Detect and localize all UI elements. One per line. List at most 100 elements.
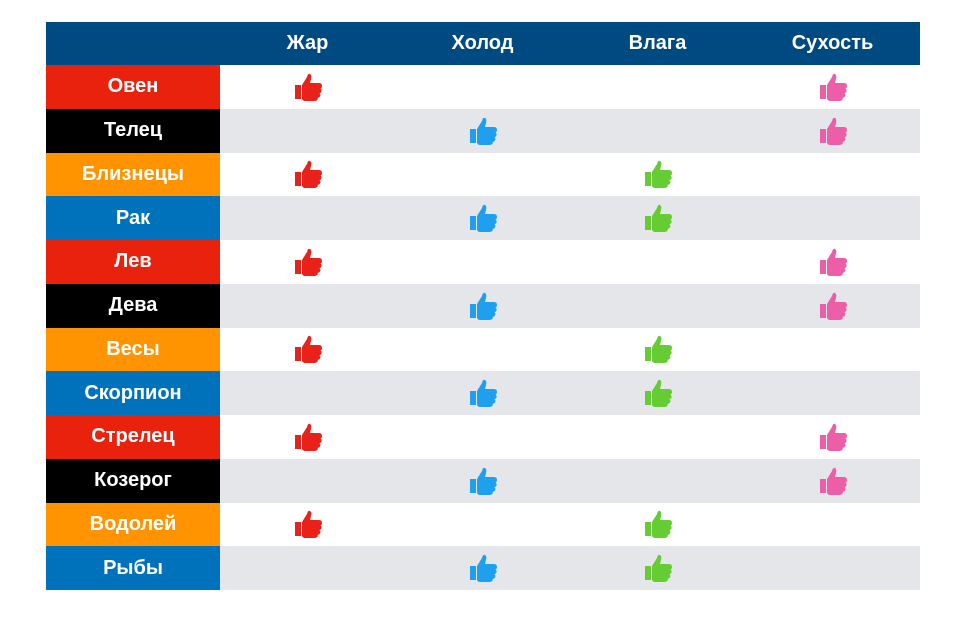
zodiac-sign-label: Близнецы: [46, 152, 220, 197]
cell-heat: [220, 65, 395, 109]
zodiac-sign-label: Овен: [46, 65, 220, 109]
cell-moisture: [570, 109, 745, 153]
thumbs-up-icon: [467, 377, 499, 409]
cell-dryness: [745, 240, 920, 284]
cell-cold: [395, 415, 570, 459]
cell-cold: [395, 328, 570, 372]
cell-dryness: [745, 109, 920, 153]
cell-dryness: [745, 153, 920, 197]
thumbs-up-icon: [292, 71, 324, 103]
cell-heat: [220, 459, 395, 503]
thumbs-up-icon: [292, 421, 324, 453]
thumbs-up-icon: [642, 508, 674, 540]
cell-dryness: [745, 503, 920, 547]
zodiac-sign-label: Дева: [46, 283, 220, 328]
cell-heat: [220, 503, 395, 547]
thumbs-up-icon: [642, 333, 674, 365]
thumbs-up-icon: [817, 246, 849, 278]
cell-dryness: [745, 459, 920, 503]
thumbs-up-icon: [642, 202, 674, 234]
table-row: Козерог: [46, 458, 920, 503]
table-header: Жар Холод Влага Сухость: [46, 22, 920, 65]
cell-moisture: [570, 240, 745, 284]
thumbs-up-icon: [817, 115, 849, 147]
cell-cold: [395, 196, 570, 240]
table-row: Овен: [46, 65, 920, 109]
thumbs-up-icon: [817, 290, 849, 322]
zodiac-sign-label: Рак: [46, 196, 220, 240]
cell-moisture: [570, 196, 745, 240]
table-row: Стрелец: [46, 415, 920, 459]
thumbs-up-icon: [817, 421, 849, 453]
cell-cold: [395, 284, 570, 328]
cell-dryness: [745, 65, 920, 109]
cell-cold: [395, 109, 570, 153]
cell-cold: [395, 65, 570, 109]
thumbs-up-icon: [292, 333, 324, 365]
thumbs-up-icon: [292, 508, 324, 540]
thumbs-up-icon: [292, 158, 324, 190]
zodiac-sign-label: Стрелец: [46, 415, 220, 459]
zodiac-elements-table: Жар Холод Влага Сухость Овен Телец Близнец…: [46, 22, 920, 590]
cell-heat: [220, 371, 395, 415]
zodiac-sign-label: Лев: [46, 240, 220, 284]
cell-heat: [220, 109, 395, 153]
table-row: Лев: [46, 240, 920, 284]
cell-dryness: [745, 371, 920, 415]
cell-heat: [220, 196, 395, 240]
cell-moisture: [570, 284, 745, 328]
column-header-cold: Холод: [451, 32, 514, 54]
header-corner: [46, 22, 220, 65]
thumbs-up-icon: [467, 202, 499, 234]
cell-moisture: [570, 65, 745, 109]
table-row: Водолей: [46, 502, 920, 547]
cell-moisture: [570, 371, 745, 415]
table-row: Рыбы: [46, 546, 920, 590]
thumbs-up-icon: [817, 465, 849, 497]
zodiac-sign-label: Скорпион: [46, 371, 220, 415]
thumbs-up-icon: [817, 71, 849, 103]
cell-cold: [395, 546, 570, 590]
cell-cold: [395, 153, 570, 197]
column-header-moisture: Влага: [628, 32, 687, 54]
zodiac-sign-label: Телец: [46, 108, 220, 153]
table-row: Дева: [46, 283, 920, 328]
cell-moisture: [570, 503, 745, 547]
cell-heat: [220, 284, 395, 328]
cell-moisture: [570, 328, 745, 372]
cell-heat: [220, 546, 395, 590]
thumbs-up-icon: [467, 552, 499, 584]
cell-cold: [395, 503, 570, 547]
cell-cold: [395, 371, 570, 415]
thumbs-up-icon: [642, 158, 674, 190]
table-row: Телец: [46, 108, 920, 153]
table-body: Овен Телец Близнецы Рак Лев Дева Весы Скорпион С…: [46, 65, 920, 590]
cell-cold: [395, 240, 570, 284]
table-row: Весы: [46, 327, 920, 372]
cell-dryness: [745, 328, 920, 372]
thumbs-up-icon: [467, 290, 499, 322]
column-header-heat: Жар: [286, 32, 329, 54]
table-row: Близнецы: [46, 152, 920, 197]
cell-heat: [220, 328, 395, 372]
cell-moisture: [570, 459, 745, 503]
thumbs-up-icon: [292, 246, 324, 278]
cell-dryness: [745, 415, 920, 459]
table-row: Скорпион: [46, 371, 920, 415]
column-header-dryness: Сухость: [791, 32, 874, 54]
cell-moisture: [570, 415, 745, 459]
zodiac-sign-label: Рыбы: [46, 546, 220, 590]
cell-heat: [220, 240, 395, 284]
thumbs-up-icon: [467, 115, 499, 147]
cell-dryness: [745, 284, 920, 328]
zodiac-sign-label: Водолей: [46, 502, 220, 547]
cell-dryness: [745, 196, 920, 240]
thumbs-up-icon: [467, 465, 499, 497]
zodiac-sign-label: Козерог: [46, 458, 220, 503]
cell-dryness: [745, 546, 920, 590]
cell-cold: [395, 459, 570, 503]
cell-moisture: [570, 153, 745, 197]
cell-heat: [220, 153, 395, 197]
cell-moisture: [570, 546, 745, 590]
zodiac-sign-label: Весы: [46, 327, 220, 372]
